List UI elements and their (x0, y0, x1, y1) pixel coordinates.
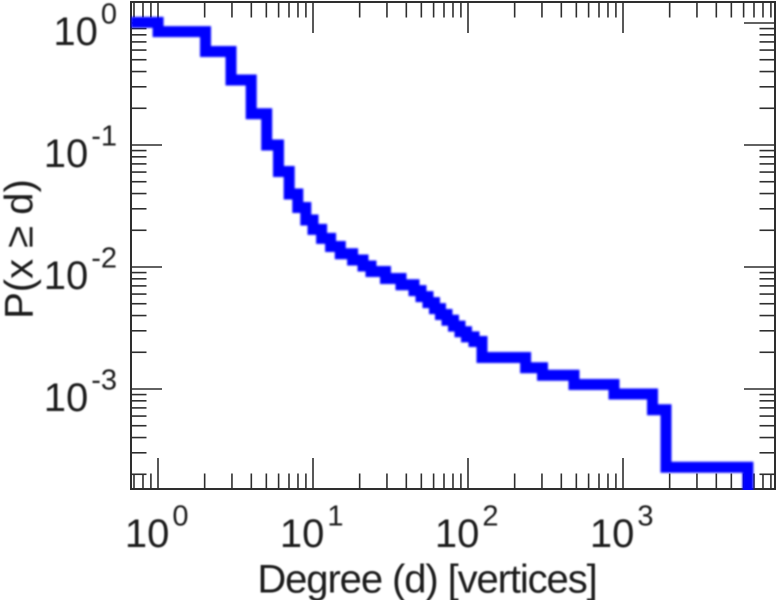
svg-text:Degree (d) [vertices]: Degree (d) [vertices] (257, 558, 596, 600)
svg-text:100: 10 0 (125, 501, 189, 556)
svg-text:100: 10 0 (53, 0, 117, 54)
svg-text:103: 10 3 (590, 501, 654, 556)
svg-text:10-2: 10 -2 (44, 243, 117, 298)
svg-text:101: 10 1 (280, 501, 344, 556)
svg-text:10-1: 10 -1 (44, 121, 117, 176)
svg-text:P(x ≥ d): P(x ≥ d) (0, 179, 42, 319)
svg-text:102: 10 2 (435, 501, 499, 556)
svg-text:10-3: 10 -3 (44, 365, 117, 420)
